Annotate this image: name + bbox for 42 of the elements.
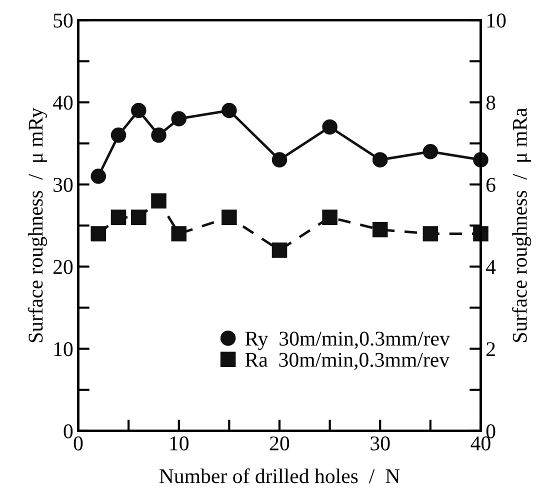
point bbox=[130, 210, 146, 225]
y-axis-title: Surface roughness / μ mRy bbox=[28, 108, 48, 342]
y2-axis-title: Surface roughness / μ mRa bbox=[512, 108, 532, 342]
x-tick-label: 20 bbox=[270, 436, 290, 450]
point bbox=[171, 226, 187, 242]
point bbox=[322, 119, 338, 135]
point bbox=[110, 128, 126, 143]
y2-tick-label: 10 bbox=[487, 14, 506, 28]
y-tick-label: 30 bbox=[54, 178, 73, 192]
y-tick-label: 40 bbox=[52, 96, 73, 110]
x-tick-label: 10 bbox=[170, 436, 188, 450]
point bbox=[422, 144, 438, 160]
legend-label: Ry 30m/min,0.3mm/rev bbox=[245, 332, 450, 350]
point bbox=[322, 210, 338, 225]
point bbox=[110, 210, 126, 225]
point bbox=[90, 226, 106, 242]
y-tick-label: 50 bbox=[54, 14, 73, 28]
x-tick-label: 40 bbox=[470, 436, 490, 450]
point bbox=[151, 193, 166, 209]
y2-tick-label: 0 bbox=[486, 424, 496, 438]
y-tick-label: 10 bbox=[54, 342, 73, 356]
point bbox=[272, 152, 288, 168]
point bbox=[272, 242, 288, 258]
point bbox=[90, 168, 106, 184]
point bbox=[372, 222, 388, 238]
y2-tick-label: 2 bbox=[486, 342, 495, 356]
y2-tick-label: 4 bbox=[486, 260, 496, 274]
x-axis-title: Number of drilled holes / N bbox=[159, 468, 400, 484]
point bbox=[372, 152, 388, 168]
point bbox=[171, 111, 187, 126]
point bbox=[422, 226, 438, 242]
y-tick-label: 20 bbox=[53, 260, 73, 274]
legend-label: Ra 30m/min,0.3mm/rev bbox=[245, 352, 450, 370]
point bbox=[222, 102, 237, 118]
point bbox=[151, 128, 166, 143]
x-tick-label: 30 bbox=[370, 436, 390, 450]
y-tick-label: 0 bbox=[64, 424, 73, 438]
point bbox=[130, 102, 146, 118]
x-tick-label: 0 bbox=[74, 436, 83, 450]
point bbox=[222, 210, 237, 225]
y2-tick-label: 8 bbox=[486, 96, 496, 110]
y2-tick-label: 6 bbox=[486, 178, 496, 192]
